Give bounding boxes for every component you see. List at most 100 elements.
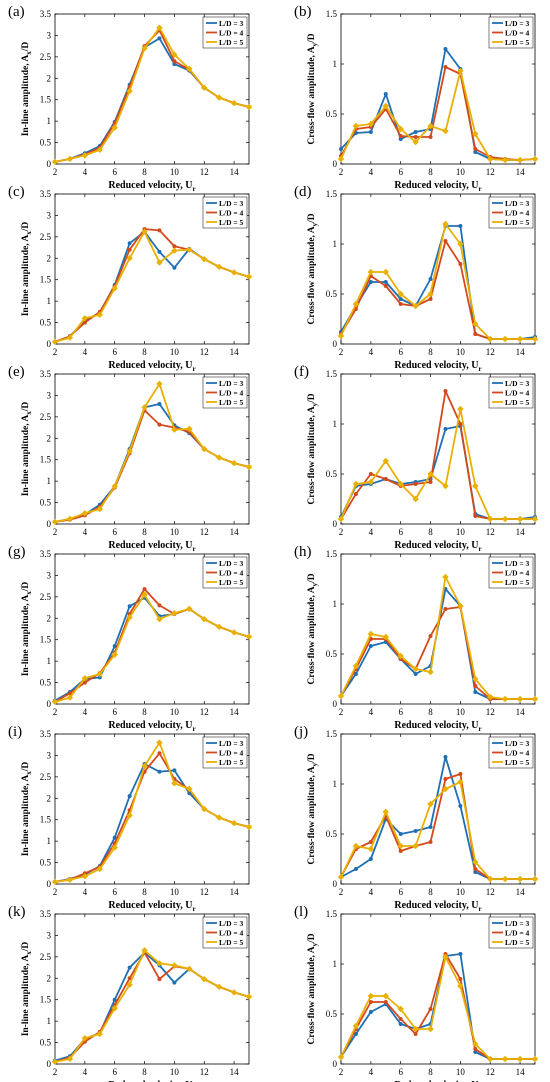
x-tick-label: 8 — [428, 347, 433, 357]
y-tick-label: 1.5 — [40, 815, 52, 825]
series-point-ld5 — [442, 573, 449, 581]
series-point-ld5 — [66, 334, 74, 341]
series-point-ld5 — [337, 1053, 345, 1061]
series-point-ld5 — [472, 858, 479, 866]
series-point-ld5 — [111, 285, 118, 292]
y-tick-label: 2 — [47, 73, 52, 83]
series-point-ld5 — [186, 785, 193, 793]
panel-label: (j) — [294, 724, 308, 740]
x-tick-label: 4 — [369, 167, 374, 177]
series-point-ld3 — [368, 130, 373, 134]
legend-label: L/D = 3 — [219, 379, 244, 388]
series-line-ld4 — [340, 953, 535, 1060]
series-line-ld4 — [54, 409, 250, 523]
legend-label: L/D = 3 — [219, 919, 244, 928]
series-point-ld5 — [96, 311, 103, 319]
y-tick-label: 1.5 — [40, 95, 52, 105]
series-point-ld5 — [501, 335, 509, 343]
series-point-ld5 — [111, 1005, 118, 1012]
plot-frame — [340, 913, 536, 1065]
series-point-ld5 — [171, 247, 178, 254]
series-point-ld5 — [382, 633, 389, 641]
y-tick-label: 0 — [333, 159, 338, 169]
series-point-ld5 — [66, 155, 74, 163]
x-tick-label: 14 — [516, 527, 526, 537]
series-point-ld3 — [368, 857, 373, 861]
series-point-ld4 — [127, 976, 132, 981]
plot-frame — [54, 373, 250, 525]
x-tick-label: 8 — [142, 347, 147, 357]
y-tick-label: 0 — [333, 699, 338, 709]
series-point-ld5 — [531, 875, 539, 883]
x-tick-label: 6 — [112, 1067, 117, 1077]
y-tick-label: 1 — [333, 59, 338, 69]
x-axis-label: Reduced velocity, Ur — [394, 540, 481, 553]
y-tick-label: 0 — [47, 879, 52, 889]
y-tick-label: 2 — [47, 793, 52, 803]
series-point-ld5 — [457, 602, 464, 610]
x-tick-label: 8 — [142, 887, 147, 897]
legend-label: L/D = 4 — [505, 749, 530, 758]
y-tick-label: 2 — [47, 433, 52, 443]
y-tick-label: 3.5 — [40, 9, 52, 19]
series-point-ld4 — [127, 247, 132, 252]
series-point-ld3 — [97, 675, 102, 680]
chart-panel-f: 2 4 6 8 10 12 14 0 0.5 1 1.5 L/D = 3L/D = 4L/D = 5 (… — [294, 364, 539, 553]
series-point-ld3 — [339, 147, 343, 151]
series-point-ld4 — [157, 228, 162, 233]
series-point-ld3 — [157, 249, 162, 254]
series-line-ld4 — [54, 951, 250, 1063]
y-tick-label: 3 — [47, 750, 52, 760]
series-point-ld5 — [51, 1058, 59, 1066]
series-point-ld5 — [397, 290, 404, 298]
series-point-ld3 — [157, 402, 162, 406]
series-point-ld4 — [368, 840, 373, 844]
series-point-ld5 — [352, 842, 360, 850]
series-point-ld5 — [352, 300, 360, 308]
series-point-ld4 — [368, 1000, 373, 1004]
chart-panel-g: 2 4 6 8 10 12 14 0 0.5 1 1.5 2 2.5 3 3.5 L/D = 3L/D = 4… — [8, 544, 253, 733]
legend-label: L/D = 3 — [219, 559, 244, 568]
x-tick-label: 2 — [339, 347, 344, 357]
x-tick-label: 12 — [486, 707, 495, 717]
y-tick-label: 3 — [47, 30, 52, 40]
panel-label: (l) — [294, 904, 308, 920]
series-point-ld5 — [337, 332, 345, 340]
x-tick-label: 10 — [170, 707, 180, 717]
legend-label: L/D = 4 — [219, 929, 244, 938]
series-line-ld3 — [54, 403, 250, 523]
y-tick-label: 1.5 — [40, 635, 52, 645]
legend-label: L/D = 4 — [505, 389, 530, 398]
x-tick-label: 10 — [170, 167, 180, 177]
x-tick-label: 12 — [486, 887, 495, 897]
series-point-ld3 — [413, 829, 418, 833]
series-point-ld5 — [427, 122, 434, 130]
series-point-ld5 — [412, 842, 419, 850]
legend-label: L/D = 5 — [505, 398, 530, 407]
series-point-ld4 — [157, 977, 162, 982]
series-point-ld3 — [413, 130, 418, 134]
series-point-ld3 — [428, 825, 433, 829]
series-point-ld3 — [157, 36, 162, 41]
y-tick-label: 0.5 — [40, 138, 52, 148]
series-point-ld4 — [473, 147, 478, 151]
x-tick-label: 14 — [230, 347, 240, 357]
y-axis-label: In-line amplitude, Ax/D — [21, 402, 33, 497]
chart-panel-j: 2 4 6 8 10 12 14 0 0.5 1 1.5 L/D = 3L/D = 4L/D = 5 (… — [294, 724, 539, 913]
series-point-ld5 — [215, 454, 223, 461]
series-point-ld5 — [442, 220, 449, 228]
y-tick-label: 1.5 — [40, 455, 52, 465]
y-tick-label: 3 — [47, 930, 52, 940]
series-line-ld3 — [340, 588, 535, 700]
series-point-ld5 — [442, 127, 449, 135]
plot-frame — [340, 733, 536, 885]
series-point-ld3 — [172, 265, 177, 270]
y-tick-label: 3.5 — [40, 549, 52, 559]
series-point-ld4 — [383, 1000, 388, 1004]
chart-panel-l: 2 4 6 8 10 12 14 0 0.5 1 1.5 L/D = 3L/D = 4L/D = 5 (… — [294, 904, 539, 1082]
series-point-ld3 — [127, 604, 132, 609]
series-point-ld3 — [112, 835, 117, 840]
series-point-ld4 — [458, 977, 463, 981]
y-tick-label: 0 — [333, 879, 338, 889]
